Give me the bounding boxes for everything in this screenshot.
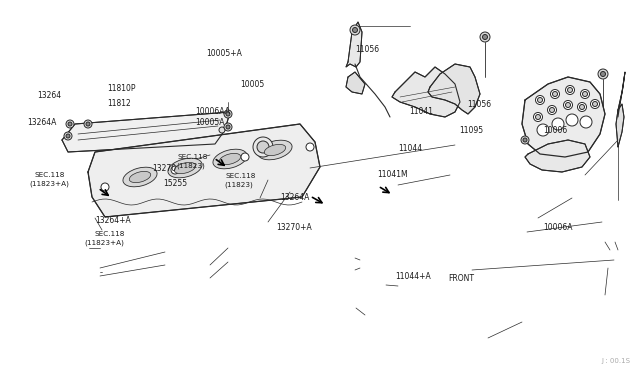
Circle shape — [547, 106, 557, 115]
Text: 10005+A: 10005+A — [206, 49, 242, 58]
Ellipse shape — [213, 149, 247, 169]
Polygon shape — [428, 64, 480, 114]
Polygon shape — [392, 67, 460, 117]
Ellipse shape — [129, 171, 150, 183]
Polygon shape — [522, 77, 605, 157]
Circle shape — [536, 96, 545, 105]
Circle shape — [523, 138, 527, 142]
Circle shape — [580, 90, 589, 99]
Circle shape — [537, 124, 549, 136]
Circle shape — [483, 35, 488, 39]
Text: 13264: 13264 — [37, 92, 61, 100]
Text: 10006A: 10006A — [543, 223, 572, 232]
Text: 11041: 11041 — [410, 107, 434, 116]
Text: 11044+A: 11044+A — [396, 272, 431, 280]
Text: 13264A: 13264A — [27, 118, 56, 126]
Circle shape — [566, 114, 578, 126]
Circle shape — [550, 90, 559, 99]
Circle shape — [66, 134, 70, 138]
Circle shape — [84, 120, 92, 128]
Circle shape — [580, 116, 592, 128]
Text: SEC.118: SEC.118 — [35, 172, 65, 178]
Circle shape — [480, 32, 490, 42]
Circle shape — [534, 112, 543, 122]
Circle shape — [577, 103, 586, 112]
Polygon shape — [62, 112, 230, 152]
Circle shape — [563, 100, 573, 109]
Circle shape — [224, 123, 232, 131]
Text: J : 00.1S: J : 00.1S — [601, 358, 630, 364]
Circle shape — [350, 25, 360, 35]
Circle shape — [598, 69, 608, 79]
Polygon shape — [346, 22, 362, 67]
Text: SEC.118: SEC.118 — [225, 173, 255, 179]
Text: (11823+A): (11823+A) — [84, 239, 124, 246]
Polygon shape — [616, 104, 624, 147]
Circle shape — [536, 115, 541, 119]
Polygon shape — [525, 140, 590, 172]
Circle shape — [171, 166, 179, 174]
Circle shape — [550, 108, 554, 112]
Text: 11041M: 11041M — [378, 170, 408, 179]
Text: (11823+A): (11823+A) — [29, 181, 69, 187]
Ellipse shape — [168, 158, 202, 178]
Circle shape — [579, 105, 584, 109]
Circle shape — [552, 118, 564, 130]
Circle shape — [241, 153, 249, 161]
Text: 13270: 13270 — [152, 164, 177, 173]
Circle shape — [582, 92, 588, 96]
Circle shape — [566, 103, 570, 108]
Text: 11044: 11044 — [398, 144, 422, 153]
Polygon shape — [88, 124, 320, 217]
Ellipse shape — [123, 167, 157, 187]
Ellipse shape — [258, 140, 292, 160]
Text: 11812: 11812 — [108, 99, 131, 108]
Text: 11810P: 11810P — [108, 84, 136, 93]
Text: 10005A: 10005A — [195, 118, 225, 126]
Circle shape — [253, 137, 273, 157]
Text: 11095: 11095 — [460, 126, 484, 135]
Circle shape — [306, 143, 314, 151]
Text: 15255: 15255 — [163, 179, 188, 187]
Circle shape — [86, 122, 90, 126]
Circle shape — [68, 122, 72, 126]
Text: (11823): (11823) — [176, 163, 205, 169]
Circle shape — [101, 183, 109, 191]
Text: SEC.118: SEC.118 — [95, 231, 125, 237]
Circle shape — [538, 97, 543, 103]
Circle shape — [219, 127, 225, 133]
Circle shape — [353, 28, 358, 32]
Text: 10005: 10005 — [240, 80, 264, 89]
Circle shape — [66, 120, 74, 128]
Text: 10006AA: 10006AA — [195, 107, 230, 116]
Text: 13264+A: 13264+A — [95, 216, 131, 225]
Circle shape — [64, 132, 72, 140]
Circle shape — [226, 112, 230, 116]
Ellipse shape — [174, 163, 196, 174]
Circle shape — [224, 110, 232, 118]
Circle shape — [568, 87, 573, 93]
Text: FRONT: FRONT — [448, 274, 474, 283]
Text: 10006: 10006 — [543, 126, 567, 135]
Circle shape — [566, 86, 575, 94]
Polygon shape — [618, 72, 625, 117]
Polygon shape — [346, 72, 365, 94]
Circle shape — [600, 71, 605, 77]
Ellipse shape — [220, 153, 241, 164]
Ellipse shape — [264, 144, 285, 155]
Circle shape — [591, 99, 600, 109]
Circle shape — [593, 102, 598, 106]
Text: 13264A: 13264A — [280, 193, 310, 202]
Circle shape — [257, 141, 269, 153]
Text: 11056: 11056 — [467, 100, 492, 109]
Circle shape — [552, 92, 557, 96]
Text: SEC.118: SEC.118 — [178, 154, 208, 160]
Text: 11056: 11056 — [355, 45, 380, 54]
Circle shape — [226, 125, 230, 129]
Text: 13270+A: 13270+A — [276, 223, 312, 232]
Text: (11823): (11823) — [224, 181, 253, 188]
Circle shape — [521, 136, 529, 144]
